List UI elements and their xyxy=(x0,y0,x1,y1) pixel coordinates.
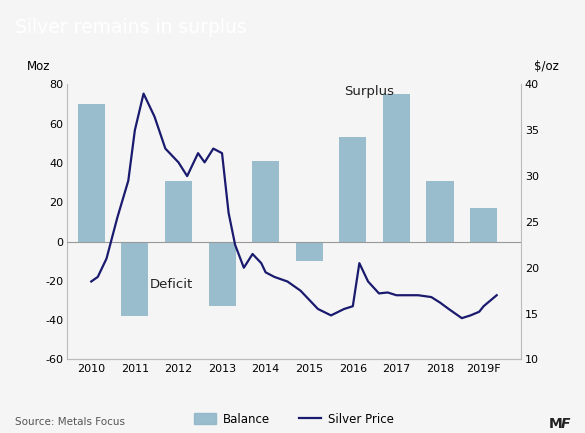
Bar xyxy=(78,104,105,242)
Bar xyxy=(295,242,323,261)
Text: Deficit: Deficit xyxy=(150,278,194,291)
Bar xyxy=(470,208,497,242)
Text: $/oz: $/oz xyxy=(534,61,559,74)
Text: M: M xyxy=(549,417,563,431)
Bar xyxy=(252,161,279,242)
Bar xyxy=(208,242,236,307)
Bar xyxy=(339,137,366,242)
Text: F: F xyxy=(561,417,570,431)
Legend: Balance, Silver Price: Balance, Silver Price xyxy=(190,408,398,430)
Text: Silver remains in surplus: Silver remains in surplus xyxy=(15,18,246,37)
Bar xyxy=(121,242,149,316)
Bar xyxy=(426,181,453,242)
Text: Source: Metals Focus: Source: Metals Focus xyxy=(15,417,125,427)
Bar xyxy=(383,94,410,242)
Bar xyxy=(165,181,192,242)
Text: Surplus: Surplus xyxy=(344,85,394,98)
Text: Moz: Moz xyxy=(26,61,50,74)
